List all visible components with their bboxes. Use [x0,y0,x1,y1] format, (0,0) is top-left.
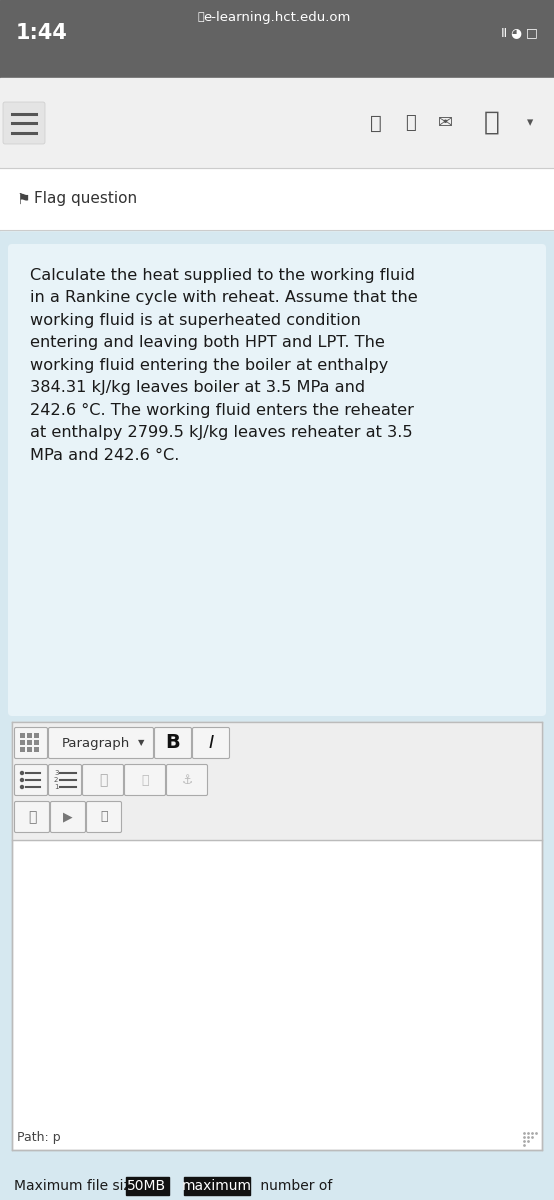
FancyBboxPatch shape [8,244,546,716]
Bar [0,0,554,78]
FancyBboxPatch shape [86,802,121,833]
Text: 1: 1 [54,784,59,790]
Text: 🔗: 🔗 [99,773,107,787]
FancyBboxPatch shape [14,802,49,833]
Bar [0,168,554,230]
Circle shape [20,779,23,781]
Bar [34,746,39,752]
Bar [126,1177,169,1195]
FancyBboxPatch shape [125,764,166,796]
Bar [20,733,25,738]
Text: 50MB: 50MB [127,1178,167,1193]
FancyBboxPatch shape [83,764,124,796]
Bar [0,78,554,168]
Text: ⚑: ⚑ [16,192,29,206]
FancyBboxPatch shape [49,764,81,796]
Text: 🔔: 🔔 [370,114,382,132]
FancyBboxPatch shape [14,727,48,758]
FancyBboxPatch shape [49,727,153,758]
FancyBboxPatch shape [167,764,208,796]
Text: 1:44: 1:44 [16,23,68,43]
FancyBboxPatch shape [155,727,192,758]
Bar [34,733,39,738]
Text: ⛔: ⛔ [141,774,149,786]
Text: ▶︎: ▶︎ [63,810,73,823]
Text: Paragraph: Paragraph [62,737,130,750]
Text: ⚓: ⚓ [181,774,193,786]
Text: B: B [166,733,181,752]
Bar [20,746,25,752]
Bar [0,230,554,1172]
Text: Flag question: Flag question [34,192,137,206]
Bar [27,740,32,745]
FancyBboxPatch shape [3,102,45,144]
Text: e-learning.hct.edu.om: e-learning.hct.edu.om [203,11,351,24]
Bar [27,733,32,738]
FancyBboxPatch shape [192,727,229,758]
Text: number of: number of [256,1178,332,1193]
Text: Ⅱ ◕ □: Ⅱ ◕ □ [501,26,538,40]
Bar [34,740,39,745]
Text: 3: 3 [54,770,59,776]
Bar [12,722,542,1150]
Circle shape [20,786,23,788]
Text: 📋: 📋 [100,810,107,823]
Bar [20,740,25,745]
Text: ▾: ▾ [527,116,533,130]
Text: 2: 2 [54,778,58,782]
Text: 🖼: 🖼 [28,810,36,824]
Text: 🔒: 🔒 [197,12,204,22]
Text: I: I [208,734,214,752]
Bar [184,1177,250,1195]
Bar [0,1172,554,1200]
FancyBboxPatch shape [14,764,48,796]
Text: Calculate the heat supplied to the working fluid
in a Rankine cycle with reheat.: Calculate the heat supplied to the worki… [30,268,418,462]
Bar [27,746,32,752]
FancyBboxPatch shape [50,802,85,833]
Bar [12,722,542,840]
Text: 💬: 💬 [406,114,417,132]
Text: Path: p: Path: p [17,1130,60,1144]
Text: Maximum file size:: Maximum file size: [14,1178,148,1193]
Text: maximum: maximum [182,1178,252,1193]
Text: ✉️: ✉️ [438,114,454,132]
Circle shape [20,772,23,774]
Text: 👤: 👤 [484,110,500,136]
Text: ▼: ▼ [138,738,144,748]
